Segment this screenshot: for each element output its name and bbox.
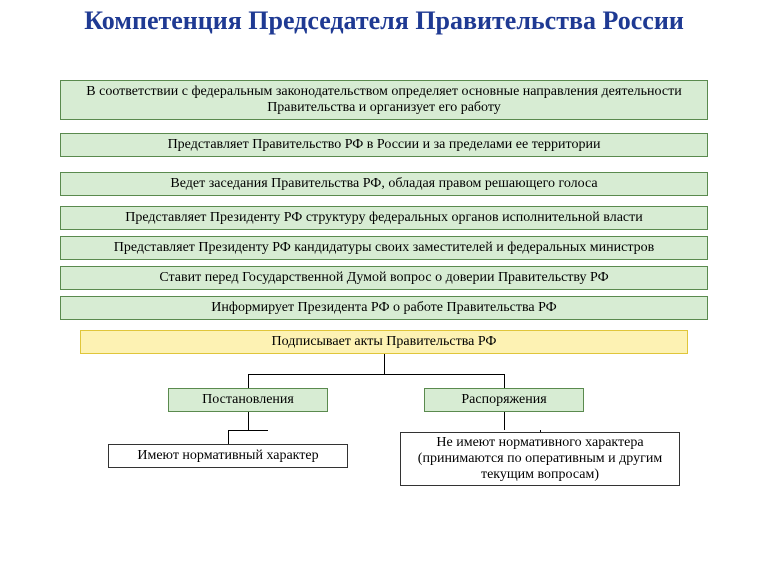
connector-line: [504, 412, 505, 430]
connector-line: [248, 374, 249, 388]
connector-line: [228, 430, 268, 431]
competence-box-7: Информирует Президента РФ о работе Прави…: [60, 296, 708, 320]
competence-box-6: Ставит перед Государственной Думой вопро…: [60, 266, 708, 290]
connector-line: [504, 374, 505, 388]
competence-box-2: Представляет Правительство РФ в России и…: [60, 133, 708, 157]
connector-line: [384, 354, 385, 374]
competence-box-3: Ведет заседания Правительства РФ, облада…: [60, 172, 708, 196]
competence-box-4: Представляет Президенту РФ структуру фед…: [60, 206, 708, 230]
resolutions-box: Постановления: [168, 388, 328, 412]
orders-box: Распоряжения: [424, 388, 584, 412]
connector-line: [248, 374, 504, 375]
resolutions-desc-box: Имеют нормативный характер: [108, 444, 348, 468]
competence-box-1: В соответствии с федеральным законодател…: [60, 80, 708, 120]
page-title: Компетенция Председателя Правительства Р…: [0, 0, 768, 36]
orders-desc-box: Не имеют нормативного характера (принима…: [400, 432, 680, 486]
competence-box-5: Представляет Президенту РФ кандидатуры с…: [60, 236, 708, 260]
connector-line: [228, 430, 229, 444]
acts-box: Подписывает акты Правительства РФ: [80, 330, 688, 354]
connector-line: [248, 412, 249, 430]
connector-line: [540, 430, 541, 432]
